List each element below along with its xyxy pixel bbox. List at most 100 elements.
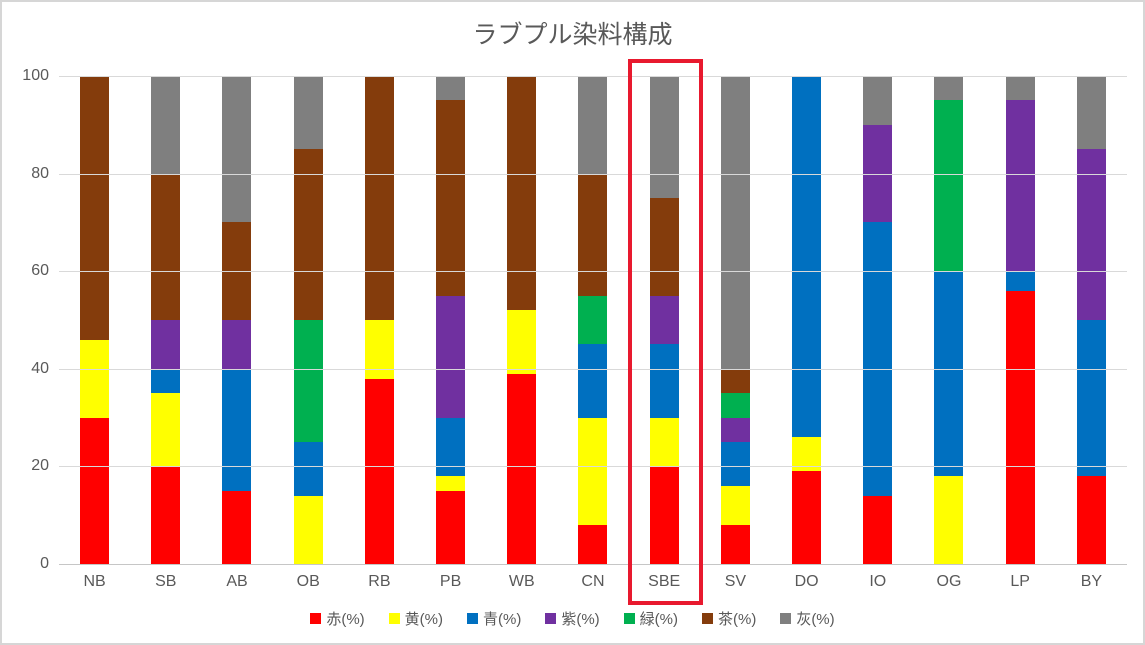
bar-segment-RB-brown <box>364 76 394 321</box>
bar-segment-SBE-red <box>649 466 679 564</box>
bar-slot-BY <box>1056 76 1127 564</box>
bar-segment-SBE-gray <box>649 76 679 199</box>
bar-segment-PB-blue <box>436 417 466 477</box>
legend-label: 茶(%) <box>717 611 757 628</box>
bar-slot-RB <box>344 76 415 564</box>
bar-slot-PB <box>415 76 486 564</box>
bar-segment-SB-red <box>151 466 181 564</box>
x-axis: NB SB AB OB RB PB WB CN SBE SV DO IO OG LP BY <box>59 572 1127 592</box>
bar-slot-NB <box>59 76 130 564</box>
legend-item-green: 緑(%) <box>623 608 678 629</box>
bar-RB <box>364 76 394 564</box>
bar-OB <box>293 76 323 564</box>
bar-OG <box>934 76 964 564</box>
legend-item-purple: 紫(%) <box>545 608 600 629</box>
bar-segment-LP-purple <box>1005 100 1035 272</box>
bar-segment-AB-purple <box>222 320 252 369</box>
bar-segment-BY-red <box>1076 476 1106 564</box>
legend-label: 紫(%) <box>561 611 600 628</box>
x-axis-category-label-PB: PB <box>439 573 462 590</box>
legend-swatch-blue <box>467 613 478 624</box>
legend-label: 青(%) <box>483 611 522 628</box>
bar-slot-OB <box>273 76 344 564</box>
bar-PB <box>436 76 466 564</box>
x-axis-category-label-LP: LP <box>1010 573 1030 590</box>
legend-swatch-purple <box>545 613 557 624</box>
bar-segment-OG-gray <box>934 76 964 101</box>
legend-swatch-yellow <box>388 613 400 624</box>
y-axis-tick-label: 80 <box>31 164 49 182</box>
y-axis-tick-label: 100 <box>22 67 49 84</box>
legend: 赤(%) 黄(%) 青(%) 紫(%) 緑(%) 茶(%) 灰(%) <box>2 608 1143 629</box>
bar-segment-IO-red <box>863 495 893 564</box>
x-axis-category-label-OG: OG <box>936 573 962 590</box>
bar-segment-AB-blue <box>222 368 252 491</box>
bar-segment-BY-blue <box>1076 320 1106 477</box>
y-axis-tick-label: 40 <box>31 359 49 377</box>
x-axis-category-label-CN: CN <box>581 573 605 590</box>
x-axis-category-label-IO: IO <box>869 573 887 590</box>
bar-segment-PB-red <box>436 490 466 564</box>
bar-segment-IO-blue <box>863 222 893 496</box>
bar-slot-SBE <box>629 76 700 564</box>
bar-segment-SB-yellow <box>151 393 181 467</box>
x-axis-category-label-BY: BY <box>1080 573 1103 590</box>
bar-slot-SB <box>130 76 201 564</box>
bar-segment-CN-green <box>578 295 608 345</box>
bar-segment-AB-gray <box>222 76 252 223</box>
gridline-0 <box>59 564 1127 565</box>
gridline-20 <box>59 466 1127 468</box>
bar-segment-SV-red <box>720 524 750 564</box>
gridline-60 <box>59 271 1127 273</box>
x-axis-category-label-SV: SV <box>724 573 747 590</box>
bar-segment-NB-yellow <box>80 339 110 418</box>
bar-slot-AB <box>201 76 272 564</box>
bar-segment-LP-red <box>1005 290 1035 564</box>
bar-segment-LP-blue <box>1005 271 1035 291</box>
bar-segment-OB-blue <box>293 442 323 496</box>
bar-slot-DO <box>771 76 842 564</box>
bar-segment-SBE-brown <box>649 198 679 296</box>
x-axis-category-label-NB: NB <box>83 573 106 590</box>
y-axis-tick-label: 20 <box>31 457 49 475</box>
bar-BY <box>1076 76 1106 564</box>
bar-IO <box>863 76 893 564</box>
bar-WB <box>507 76 537 564</box>
bar-segment-BY-purple <box>1076 149 1106 321</box>
bar-segment-OG-blue <box>934 271 964 477</box>
bar-segment-AB-red <box>222 490 252 564</box>
legend-swatch-brown <box>701 613 713 624</box>
legend-label: 赤(%) <box>326 611 365 628</box>
bar-segment-SB-purple <box>151 320 181 369</box>
bar-segment-BY-gray <box>1076 76 1106 150</box>
bar-segment-NB-brown <box>80 76 110 340</box>
bar-segment-WB-brown <box>507 76 537 311</box>
bar-CN <box>578 76 608 564</box>
gridline-80 <box>59 173 1127 175</box>
bar-NB <box>80 76 110 564</box>
bar-segment-WB-red <box>507 373 537 564</box>
legend-swatch-gray <box>780 613 792 624</box>
legend-label: 黄(%) <box>404 611 443 628</box>
bar-slot-IO <box>842 76 913 564</box>
bar-slot-OG <box>913 76 984 564</box>
legend-item-yellow: 黄(%) <box>388 608 443 629</box>
gridline-100 <box>59 76 1127 77</box>
bar-slot-SV <box>700 76 771 564</box>
bar-segment-OB-gray <box>293 76 323 150</box>
bar-LP <box>1005 76 1035 564</box>
bar-slot-CN <box>557 76 628 564</box>
plot-area <box>59 76 1127 565</box>
bar-segment-LP-gray <box>1005 76 1035 101</box>
legend-item-blue: 青(%) <box>467 608 521 629</box>
x-axis-category-label-SBE: SBE <box>648 573 681 590</box>
y-axis: 0 20 40 60 80 100 <box>2 67 49 572</box>
x-axis-category-label-RB: RB <box>368 573 391 590</box>
bar-segment-SB-brown <box>151 173 181 321</box>
bar-SBE <box>649 76 679 564</box>
bar-segment-PB-yellow <box>436 476 466 491</box>
legend-label: 灰(%) <box>796 611 835 628</box>
bar-segment-PB-gray <box>436 76 466 101</box>
bar-segment-OG-yellow <box>934 476 964 564</box>
